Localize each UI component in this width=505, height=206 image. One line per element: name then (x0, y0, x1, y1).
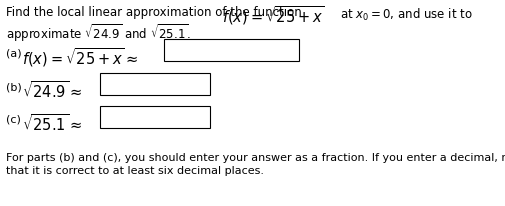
Text: approximate $\sqrt{24.9}$ and $\sqrt{25.1}$.: approximate $\sqrt{24.9}$ and $\sqrt{25.… (6, 22, 190, 43)
Text: (a): (a) (6, 48, 22, 58)
Text: that it is correct to at least six decimal places.: that it is correct to at least six decim… (6, 165, 264, 175)
FancyBboxPatch shape (164, 40, 299, 62)
Text: For parts (b) and (c), you should enter your answer as a fraction. If you enter : For parts (b) and (c), you should enter … (6, 152, 505, 162)
FancyBboxPatch shape (100, 107, 210, 128)
Text: $\sqrt{24.9} \approx$: $\sqrt{24.9} \approx$ (22, 80, 83, 101)
Text: at $x_0 = 0$, and use it to: at $x_0 = 0$, and use it to (340, 7, 473, 23)
Text: (b): (b) (6, 82, 22, 91)
Text: $\sqrt{25.1} \approx$: $\sqrt{25.1} \approx$ (22, 112, 83, 133)
Text: Find the local linear approximation of the function: Find the local linear approximation of t… (6, 6, 306, 19)
Text: $f(x) = \sqrt{25 + x}$: $f(x) = \sqrt{25 + x}$ (222, 4, 325, 27)
FancyBboxPatch shape (100, 74, 210, 96)
Text: (c): (c) (6, 115, 21, 124)
Text: $f(x) = \sqrt{25 + x} \approx$: $f(x) = \sqrt{25 + x} \approx$ (22, 46, 138, 69)
